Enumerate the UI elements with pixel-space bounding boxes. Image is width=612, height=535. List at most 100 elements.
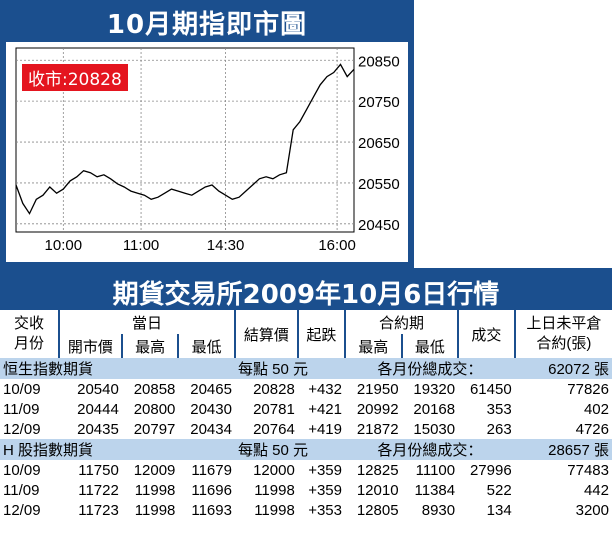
y-tick-label: 20750 xyxy=(358,94,400,111)
section-oi-total: 28657 張 xyxy=(514,439,612,460)
header-settle: 結算價 xyxy=(233,310,298,358)
table-cell: 263 xyxy=(486,420,512,438)
table-cell: 20430 xyxy=(190,400,232,418)
section-total-label: 各月份總成交： xyxy=(344,439,515,460)
header-high: 最高 xyxy=(120,334,179,358)
table-cell: 3200 xyxy=(575,501,609,519)
table-cell: 19320 xyxy=(413,380,456,398)
table-cell: 11693 xyxy=(191,501,232,519)
table-cell: 20540 xyxy=(77,380,119,398)
table-cell: 10/09 xyxy=(3,380,41,398)
table-row: 12/09 20435 20797 20434 20764 +419 21872 15030 2… xyxy=(0,419,612,439)
table-cell: 20800 xyxy=(133,400,176,418)
table-cell: 522 xyxy=(486,481,512,499)
table-cell: 11998 xyxy=(134,501,176,519)
y-tick-label: 20450 xyxy=(358,217,400,234)
table-cell: 20434 xyxy=(190,420,232,438)
header-cp-high: 最高 xyxy=(343,334,402,358)
chart-panel: 10月期指即市圖 20450 20550 20650 20750 20850 10:00 1… xyxy=(0,0,414,268)
table-cell: 11679 xyxy=(191,461,232,479)
table-cell: 11384 xyxy=(414,481,456,499)
table-cell: 20797 xyxy=(133,420,176,438)
table-cell: 20764 xyxy=(253,420,295,438)
header-oi-line1: 上日未平倉 xyxy=(526,315,602,332)
table-cell: 20781 xyxy=(253,400,295,418)
table-cell: 11723 xyxy=(78,501,119,519)
intraday-line-chart: 20450 20550 20650 20750 20850 10:00 11:00 14:30… xyxy=(15,47,400,254)
table-cell: 20465 xyxy=(190,380,232,398)
table-cell: 61450 xyxy=(469,380,512,398)
table-cell: +432 xyxy=(308,380,342,398)
table-row: 10/09 11750 12009 11679 12000 +359 12825 11100 2… xyxy=(0,460,612,480)
table-cell: 11998 xyxy=(254,481,295,499)
table-cell: 10/09 xyxy=(3,461,41,479)
close-badge: 收市:20828 xyxy=(22,64,128,91)
table-cell: 12/09 xyxy=(3,420,41,438)
table-cell: 12825 xyxy=(356,461,399,479)
table-body: 恒生指數期貨 每點 50 元各月份總成交： 62072 張 10/09 20540 208… xyxy=(0,358,612,520)
table-cell: 20168 xyxy=(413,400,456,418)
table-cell: 12000 xyxy=(253,461,295,479)
table-cell: 27996 xyxy=(469,461,512,479)
table-cell: +421 xyxy=(308,400,342,418)
table-row: 12/09 11723 11998 11693 11998 +353 12805 8930 13… xyxy=(0,500,612,520)
table-cell: 12009 xyxy=(133,461,176,479)
header-today: 當日 xyxy=(58,310,235,334)
price-line xyxy=(15,63,355,215)
table-cell: 11998 xyxy=(134,481,176,499)
table-cell: 11998 xyxy=(254,501,295,519)
table-cell: 20435 xyxy=(77,420,119,438)
table-cell: 11/09 xyxy=(3,481,40,499)
table-cell: 11722 xyxy=(78,481,119,499)
table-cell: 21872 xyxy=(356,420,399,438)
section-name: 恒生指數期貨 xyxy=(0,358,235,379)
y-tick-label: 20550 xyxy=(358,176,400,193)
table-cell: 402 xyxy=(583,400,609,418)
x-tick-label: 16:00 xyxy=(318,237,356,254)
header-volume: 成交 xyxy=(457,310,515,358)
table-cell: 12/09 xyxy=(3,501,41,519)
header-contract-month: 交收 月份 xyxy=(0,310,59,358)
header-change: 起跌 xyxy=(296,310,345,358)
header-contract-period: 合約期 xyxy=(343,310,459,334)
x-tick-label: 14:30 xyxy=(207,237,245,254)
header-oi-line2: 合約(張) xyxy=(536,335,592,352)
section-per-point: 每點 50 元 xyxy=(234,358,345,379)
table-row: 10/09 20540 20858 20465 20828 +432 21950 19320 6… xyxy=(0,379,612,399)
table-cell: +359 xyxy=(308,461,342,479)
header-cp-low: 最低 xyxy=(400,334,459,358)
table-cell: +419 xyxy=(308,420,342,438)
table-row: 11/09 20444 20800 20430 20781 +421 20992 20168 3… xyxy=(0,399,612,419)
table-cell: 134 xyxy=(486,501,512,519)
header-low: 最低 xyxy=(177,334,235,358)
table-cell: 11750 xyxy=(78,461,119,479)
table-cell: 11100 xyxy=(415,461,456,479)
x-tick-label: 10:00 xyxy=(45,237,83,254)
table-cell: 353 xyxy=(486,400,512,418)
table-cell: 77483 xyxy=(567,461,609,479)
header-contract-line1: 交收 xyxy=(13,315,44,332)
header-contract-line2: 月份 xyxy=(13,335,44,352)
header-open: 開市價 xyxy=(58,334,122,358)
table-cell: 11/09 xyxy=(3,400,40,418)
section-total-label: 各月份總成交： xyxy=(344,358,515,379)
x-tick-label: 11:00 xyxy=(123,237,159,254)
table-cell: 11696 xyxy=(191,481,232,499)
table-cell: 20828 xyxy=(253,380,295,398)
table-cell: 15030 xyxy=(413,420,456,438)
section-per-point: 每點 50 元 xyxy=(234,439,345,460)
table-cell: +353 xyxy=(308,501,342,519)
y-tick-label: 20850 xyxy=(358,53,400,70)
table-row: 11/09 11722 11998 11696 11998 +359 12010 11384 5… xyxy=(0,480,612,500)
table-cell: 20858 xyxy=(133,380,176,398)
table-cell: 20992 xyxy=(356,400,399,418)
table-cell: 4726 xyxy=(575,420,609,438)
table-cell: 21950 xyxy=(356,380,399,398)
futures-table: 交收 月份 當日 結算價 起跌 合約期 成交 上日未平倉 合約(張) 開市價 最… xyxy=(0,310,612,520)
section-row: H 股指數期貨 每點 50 元各月份總成交： 28657 張 xyxy=(0,439,612,460)
table-title-bar: 期貨交易所2009年10月6日行情 xyxy=(0,268,612,310)
header-open-interest: 上日未平倉 合約(張) xyxy=(513,310,612,358)
table-cell: +359 xyxy=(308,481,342,499)
chart-title: 10月期指即市圖 xyxy=(106,10,308,40)
section-name: H 股指數期貨 xyxy=(0,439,235,460)
